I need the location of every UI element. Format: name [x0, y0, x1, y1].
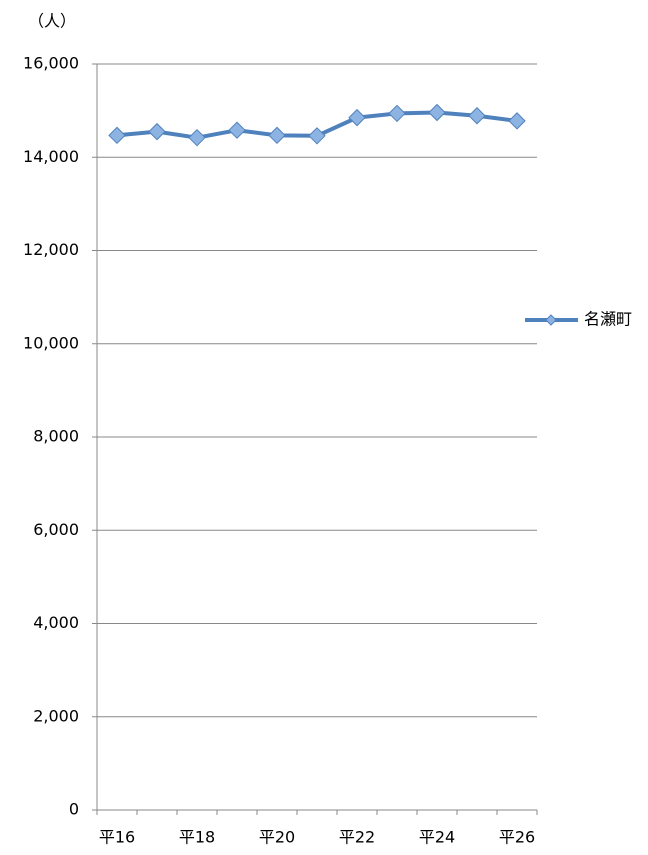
y-tick-label: 0: [69, 800, 79, 819]
y-tick-label: 10,000: [23, 333, 79, 352]
point-marker: [108, 126, 126, 145]
x-tick-label: 平24: [419, 828, 455, 847]
point-marker: [148, 122, 166, 141]
x-tick-label: 平16: [99, 828, 135, 847]
legend-label: 名瀬町: [584, 310, 632, 329]
point-marker: [348, 108, 366, 127]
y-tick-label: 14,000: [23, 147, 79, 166]
point-marker: [188, 128, 206, 147]
unit-label: （人）: [28, 12, 76, 31]
x-tick-label: 平26: [499, 828, 535, 847]
y-tick-label: 16,000: [23, 54, 79, 73]
point-marker: [428, 103, 446, 122]
point-marker: [508, 112, 526, 130]
point-marker: [388, 104, 406, 123]
x-tick-label: 平18: [179, 828, 215, 847]
legend-marker: [545, 314, 557, 326]
y-tick-label: 4,000: [33, 613, 79, 632]
y-tick-label: 12,000: [23, 240, 79, 259]
point-marker: [468, 107, 486, 125]
point-marker: [268, 126, 286, 145]
point-marker: [308, 127, 326, 145]
x-tick-label: 平20: [259, 828, 295, 847]
x-tick-label: 平22: [339, 828, 375, 847]
y-tick-label: 2,000: [33, 706, 79, 725]
y-tick-label: 6,000: [33, 520, 79, 539]
y-tick-label: 8,000: [33, 427, 79, 446]
point-marker: [228, 121, 246, 139]
